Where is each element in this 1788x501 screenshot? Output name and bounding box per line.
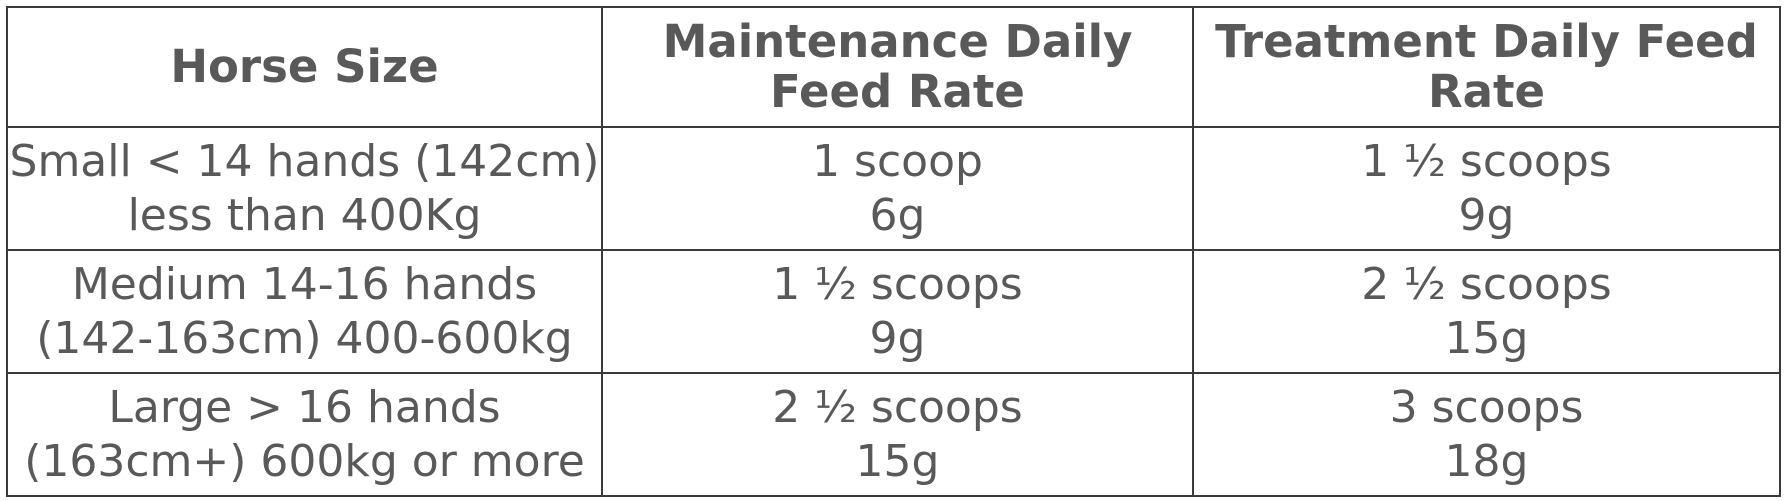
cell-maintenance-rate: 1 scoop 6g: [601, 126, 1194, 251]
table-row-medium: Medium 14-16 hands (142-163cm) 400-600kg…: [6, 249, 1781, 374]
horse-size-line1: Large > 16 hands: [108, 381, 501, 433]
header-treatment-line1: Treatment Daily Feed: [1215, 15, 1758, 68]
table-row-large: Large > 16 hands (163cm+) 600kg or more …: [6, 372, 1781, 497]
maintenance-grams: 15g: [855, 435, 940, 487]
cell-treatment-rate: 2 ½ scoops 15g: [1192, 249, 1781, 374]
feed-rate-table: Horse Size Maintenance Daily Feed Rate T…: [6, 6, 1781, 497]
table-row-small: Small < 14 hands (142cm) less than 400Kg…: [6, 126, 1781, 251]
horse-size-line2: (142-163cm) 400-600kg: [36, 312, 573, 364]
horse-size-line2: less than 400Kg: [127, 189, 482, 241]
header-maintenance-rate: Maintenance Daily Feed Rate: [601, 6, 1194, 128]
cell-horse-size: Small < 14 hands (142cm) less than 400Kg: [6, 126, 603, 251]
treatment-grams: 15g: [1444, 312, 1529, 364]
header-row: Horse Size Maintenance Daily Feed Rate T…: [6, 6, 1781, 128]
maintenance-grams: 9g: [869, 312, 926, 364]
horse-size-line2: (163cm+) 600kg or more: [24, 435, 585, 487]
maintenance-grams: 6g: [869, 189, 926, 241]
header-treatment-line2: Rate: [1427, 65, 1546, 118]
cell-treatment-rate: 3 scoops 18g: [1192, 372, 1781, 497]
treatment-scoops: 1 ½ scoops: [1361, 135, 1612, 187]
treatment-scoops: 2 ½ scoops: [1361, 258, 1612, 310]
cell-maintenance-rate: 2 ½ scoops 15g: [601, 372, 1194, 497]
table-body: Small < 14 hands (142cm) less than 400Kg…: [6, 126, 1781, 497]
cell-horse-size: Medium 14-16 hands (142-163cm) 400-600kg: [6, 249, 603, 374]
cell-horse-size: Large > 16 hands (163cm+) 600kg or more: [6, 372, 603, 497]
cell-maintenance-rate: 1 ½ scoops 9g: [601, 249, 1194, 374]
header-maintenance-line1: Maintenance Daily: [662, 15, 1133, 68]
header-treatment-rate: Treatment Daily Feed Rate: [1192, 6, 1781, 128]
header-maintenance-line2: Feed Rate: [770, 65, 1025, 118]
header-horse-size-line1: Horse Size: [170, 40, 439, 93]
cell-treatment-rate: 1 ½ scoops 9g: [1192, 126, 1781, 251]
horse-size-line1: Small < 14 hands (142cm): [9, 135, 600, 187]
treatment-scoops: 3 scoops: [1389, 381, 1584, 433]
maintenance-scoops: 2 ½ scoops: [772, 381, 1023, 433]
maintenance-scoops: 1 ½ scoops: [772, 258, 1023, 310]
header-horse-size: Horse Size: [6, 6, 603, 128]
maintenance-scoops: 1 scoop: [812, 135, 983, 187]
treatment-grams: 18g: [1444, 435, 1529, 487]
treatment-grams: 9g: [1458, 189, 1515, 241]
table-header: Horse Size Maintenance Daily Feed Rate T…: [6, 6, 1781, 128]
horse-size-line1: Medium 14-16 hands: [71, 258, 538, 310]
